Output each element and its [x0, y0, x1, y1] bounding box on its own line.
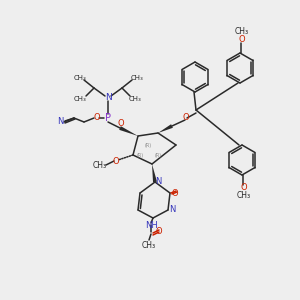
- Text: O: O: [241, 184, 247, 193]
- Text: N: N: [169, 206, 175, 214]
- Text: (R): (R): [136, 152, 144, 158]
- Text: N: N: [105, 94, 111, 103]
- Text: CH₃: CH₃: [93, 161, 107, 170]
- Text: NH: NH: [145, 221, 158, 230]
- Text: O: O: [156, 227, 162, 236]
- Text: P: P: [105, 113, 111, 123]
- Polygon shape: [119, 126, 138, 136]
- Text: CH₃: CH₃: [235, 28, 249, 37]
- Text: N: N: [57, 118, 63, 127]
- Text: CH₃: CH₃: [142, 241, 156, 250]
- Text: O: O: [113, 157, 119, 166]
- Text: O: O: [94, 113, 100, 122]
- Text: (R): (R): [154, 152, 162, 158]
- Text: CH₃: CH₃: [237, 191, 251, 200]
- Text: CH₃: CH₃: [74, 75, 86, 81]
- Text: O: O: [239, 35, 245, 44]
- Text: CH₃: CH₃: [130, 75, 143, 81]
- Text: O: O: [183, 113, 189, 122]
- Text: CH₃: CH₃: [129, 96, 141, 102]
- Text: O: O: [118, 119, 124, 128]
- Text: CH₃: CH₃: [74, 96, 86, 102]
- Text: (R): (R): [144, 142, 152, 148]
- Text: N: N: [155, 176, 161, 185]
- Text: O: O: [172, 188, 178, 197]
- Polygon shape: [158, 124, 173, 133]
- Polygon shape: [152, 164, 157, 182]
